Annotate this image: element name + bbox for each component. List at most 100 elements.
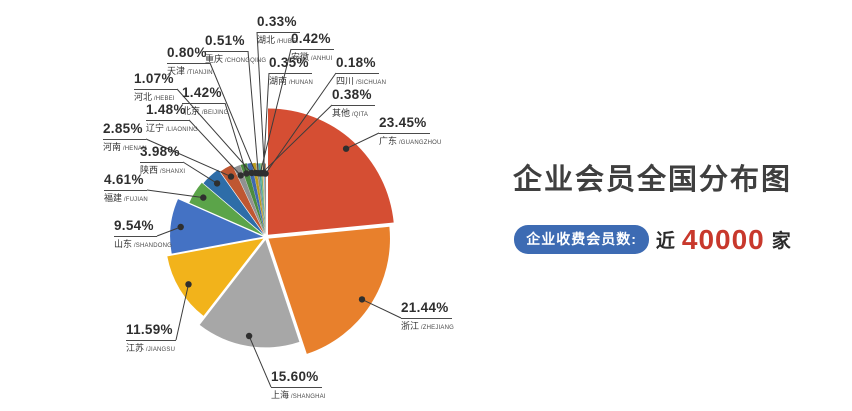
pie-slice-shandong bbox=[170, 199, 263, 254]
slice-name: 河南 /HENAN bbox=[103, 141, 147, 152]
pie-slice-hubei bbox=[263, 163, 266, 234]
slice-pct: 0.18% bbox=[336, 56, 379, 74]
slice-name: 安徽 /ANHUI bbox=[291, 51, 333, 62]
leader-line bbox=[188, 119, 242, 176]
leader-line bbox=[182, 161, 218, 184]
member-count-badge: 企业收费会员数: bbox=[514, 225, 649, 254]
pie-slice-fujian bbox=[189, 182, 264, 236]
marker-dot bbox=[237, 172, 244, 179]
leader-line bbox=[256, 31, 266, 174]
slice-label-beijing: 1.42% 北京 /BEIJING bbox=[182, 85, 229, 116]
pie-slice-jiangsu bbox=[167, 238, 264, 316]
pie-slice-anhui bbox=[258, 163, 266, 234]
slice-name: 重庆 /CHONGQING bbox=[205, 53, 267, 64]
pie-slice-guangzhou bbox=[268, 108, 394, 235]
slice-label-shanxi: 3.98% 陕西 /SHANXI bbox=[140, 144, 185, 175]
leader-line bbox=[145, 138, 232, 178]
leader-line bbox=[262, 72, 270, 174]
slice-pct: 0.33% bbox=[257, 15, 300, 33]
count-value: 40000 bbox=[681, 223, 765, 255]
leader-line bbox=[224, 102, 247, 174]
slice-pct: 21.44% bbox=[401, 301, 452, 319]
marker-dot bbox=[227, 173, 235, 180]
member-count-row: 企业收费会员数: 近 40000 家 bbox=[495, 225, 810, 254]
leader-line bbox=[175, 284, 189, 341]
slice-pct: 1.42% bbox=[182, 86, 225, 104]
pie-slice-chongqing bbox=[256, 163, 266, 234]
leader-line bbox=[247, 50, 259, 174]
slice-label-fujian: 4.61% 福建 /FUJIAN bbox=[104, 172, 148, 203]
count-prefix: 近 bbox=[655, 231, 675, 252]
slice-label-liaoning: 1.48% 辽宁 /LIAONING bbox=[146, 102, 198, 133]
slice-name: 山东 /SHANDONG bbox=[114, 238, 173, 249]
marker-dot bbox=[262, 170, 269, 177]
marker-dot bbox=[213, 180, 221, 187]
slice-name: 北京 /BEIJING bbox=[182, 105, 229, 116]
slice-label-zhejiang: 21.44% 浙江 /ZHEJIANG bbox=[401, 300, 454, 331]
slice-name: 浙江 /ZHEJIANG bbox=[401, 320, 455, 331]
slice-name: 广东 /GUANGZHOU bbox=[379, 135, 442, 146]
pie-slice-hunan bbox=[262, 163, 266, 234]
slice-pct: 1.07% bbox=[134, 72, 177, 90]
count-suffix: 家 bbox=[771, 231, 791, 252]
slice-label-hebei: 1.07% 河北 /HEBEI bbox=[134, 71, 177, 102]
marker-dot bbox=[245, 332, 253, 340]
slice-pct: 0.38% bbox=[332, 88, 375, 106]
slice-label-qita: 0.38% 其他 /QITA bbox=[332, 87, 375, 118]
slice-pct: 3.98% bbox=[140, 145, 183, 163]
info-panel: 企业会员全国分布图 企业收费会员数: 近 40000 家 bbox=[495, 156, 810, 254]
slice-label-hubei: 0.33% 湖北 /HUBEI bbox=[257, 14, 300, 45]
leader-line bbox=[209, 62, 257, 174]
leader-line bbox=[265, 72, 337, 174]
marker-dot bbox=[243, 170, 250, 177]
slice-pct: 4.61% bbox=[104, 173, 147, 191]
slice-pct: 23.45% bbox=[379, 116, 430, 134]
pie-slice-sichuan bbox=[265, 163, 266, 234]
marker-dot bbox=[177, 223, 184, 231]
leader-line bbox=[345, 132, 380, 150]
slice-name: 河北 /HEBEI bbox=[134, 91, 175, 102]
slice-name: 湖北 /HUBEI bbox=[257, 34, 299, 45]
marker-dot bbox=[200, 194, 207, 201]
slice-label-henan: 2.85% 河南 /HENAN bbox=[103, 121, 147, 152]
slice-label-sichuan: 0.18% 四川 /SICHUAN bbox=[336, 55, 386, 86]
slice-name: 湖南 /HUNAN bbox=[269, 75, 314, 86]
leader-line bbox=[259, 48, 292, 174]
pie-slice-liaoning bbox=[233, 165, 265, 235]
leader-line bbox=[361, 298, 402, 319]
pie-slice-shanghai bbox=[199, 240, 300, 348]
marker-dot bbox=[358, 296, 366, 303]
leader-line bbox=[156, 226, 181, 237]
leader-line bbox=[146, 189, 204, 199]
pie-slice-hebei bbox=[247, 162, 266, 235]
slice-label-anhui: 0.42% 安徽 /ANHUI bbox=[291, 31, 334, 62]
slice-name: 其他 /QITA bbox=[332, 107, 369, 118]
leader-line bbox=[248, 335, 272, 388]
slice-pct: 2.85% bbox=[103, 122, 146, 140]
marker-dot bbox=[185, 281, 192, 288]
slice-label-hunan: 0.35% 湖南 /HUNAN bbox=[269, 55, 313, 86]
slice-name: 江苏 /JIANGSU bbox=[126, 342, 176, 353]
slice-pct: 0.42% bbox=[291, 32, 334, 50]
slice-name: 上海 /SHANGHAI bbox=[271, 389, 326, 400]
marker-dot bbox=[342, 145, 350, 152]
slice-name: 陕西 /SHANXI bbox=[140, 164, 186, 175]
slice-label-chongqing: 0.51% 重庆 /CHONGQING bbox=[205, 33, 266, 64]
slice-name: 辽宁 /LIAONING bbox=[146, 122, 199, 133]
slice-name: 天津 /TIANJIN bbox=[167, 65, 213, 76]
slice-label-jiangsu: 11.59% 江苏 /JIANGSU bbox=[126, 322, 176, 353]
slice-pct: 0.35% bbox=[269, 56, 312, 74]
pie-slice-beijing bbox=[240, 163, 266, 235]
pie-slice-henan bbox=[220, 164, 265, 235]
pie-slice-zhejiang bbox=[268, 226, 390, 354]
pie-slice-qita bbox=[260, 163, 266, 234]
slice-name: 四川 /SICHUAN bbox=[336, 75, 387, 86]
pie-slice-tianjin bbox=[252, 162, 266, 234]
slice-pct: 0.51% bbox=[205, 34, 248, 52]
slice-label-shandong: 9.54% 山东 /SHANDONG bbox=[114, 218, 172, 249]
slice-label-shanghai: 15.60% 上海 /SHANGHAI bbox=[271, 369, 326, 400]
slice-pct: 9.54% bbox=[114, 219, 157, 237]
slice-pct: 0.80% bbox=[167, 46, 210, 64]
